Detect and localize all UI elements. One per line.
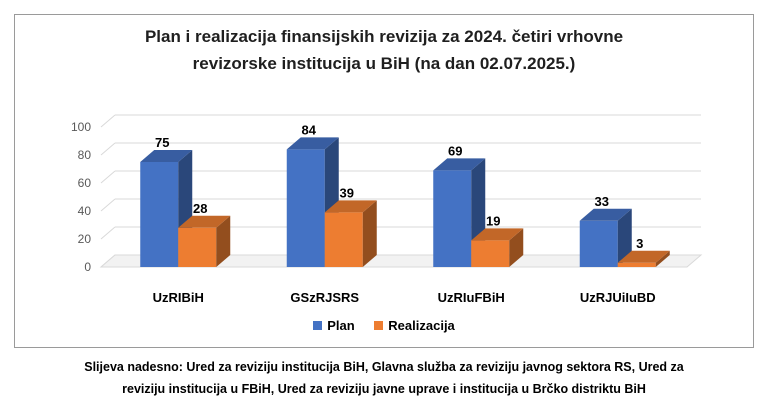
chart-title: Plan i realizacija finansijskih revizija… <box>15 23 753 77</box>
data-label: 75 <box>155 135 169 150</box>
y-tick-label: 0 <box>84 260 91 274</box>
data-label: 28 <box>193 201 207 216</box>
legend-swatch-realizacija <box>374 321 384 330</box>
bar-side <box>617 208 632 267</box>
bar-front <box>324 212 363 267</box>
bar-top <box>140 150 193 162</box>
data-label: 19 <box>486 213 500 228</box>
bar-front <box>286 149 325 267</box>
y-tick-label: 100 <box>71 120 91 134</box>
bar-front <box>140 162 179 267</box>
chart-title-line-1: Plan i realizacija finansijskih revizija… <box>144 27 624 46</box>
y-tick-label: 60 <box>78 176 92 190</box>
gridline-depth <box>100 226 116 240</box>
y-tick-label: 40 <box>78 204 92 218</box>
x-tick-label: UzRIBiH <box>153 290 204 305</box>
data-label: 3 <box>636 236 643 251</box>
bar-top <box>324 200 377 213</box>
figure-caption: Slijeva nadesno: Ured za reviziju instit… <box>0 356 768 400</box>
bar-top <box>178 215 231 228</box>
caption-line-1: Slijeva nadesno: Ured za reviziju instit… <box>84 360 684 374</box>
bar-front <box>433 170 472 267</box>
bar-front <box>471 240 510 267</box>
data-label: 69 <box>448 143 462 158</box>
bar-chart: 0 20 40 60 80 100 75 28 UzRIBiH 84 39 GSzRJSRS 69 19 U… <box>71 114 703 305</box>
bar-side <box>216 215 231 267</box>
x-tick-label: UzRIuFBiH <box>438 290 505 305</box>
legend: Plan Realizacija <box>15 318 753 333</box>
y-tick-label: 20 <box>78 232 92 246</box>
bar-front <box>617 262 656 267</box>
data-label: 39 <box>340 185 354 200</box>
bar-top <box>471 228 524 241</box>
caption-line-2: reviziju institucija u FBiH, Ured za rev… <box>122 382 646 396</box>
bar-side <box>509 228 524 267</box>
legend-item-plan: Plan <box>313 318 355 333</box>
x-tick-label: GSzRJSRS <box>290 290 359 305</box>
bar-top <box>617 250 670 263</box>
legend-label-plan: Plan <box>327 318 355 333</box>
x-tick-label: UzRJUiIuBD <box>580 290 656 305</box>
bar-side <box>655 250 670 267</box>
legend-label-realizacija: Realizacija <box>388 318 455 333</box>
bar-top <box>579 208 632 221</box>
y-tick-label: 80 <box>78 148 92 162</box>
bar-front <box>178 227 217 267</box>
gridline-depth <box>100 142 116 156</box>
data-label: 33 <box>595 194 609 209</box>
bar-front <box>579 220 618 267</box>
chart-title-line-2: revizorske institucija u BiH (na dan 02.… <box>192 54 576 73</box>
gridline-depth <box>100 198 116 212</box>
gridline-depth <box>100 114 116 128</box>
bar-top <box>286 137 339 150</box>
chart-frame: Plan i realizacija finansijskih revizija… <box>14 14 754 348</box>
legend-swatch-plan <box>313 321 323 330</box>
bar-top <box>433 158 486 171</box>
data-label: 84 <box>302 122 317 137</box>
bar-side <box>362 200 377 267</box>
gridline-depth <box>100 170 116 184</box>
legend-item-realizacija: Realizacija <box>374 318 455 333</box>
